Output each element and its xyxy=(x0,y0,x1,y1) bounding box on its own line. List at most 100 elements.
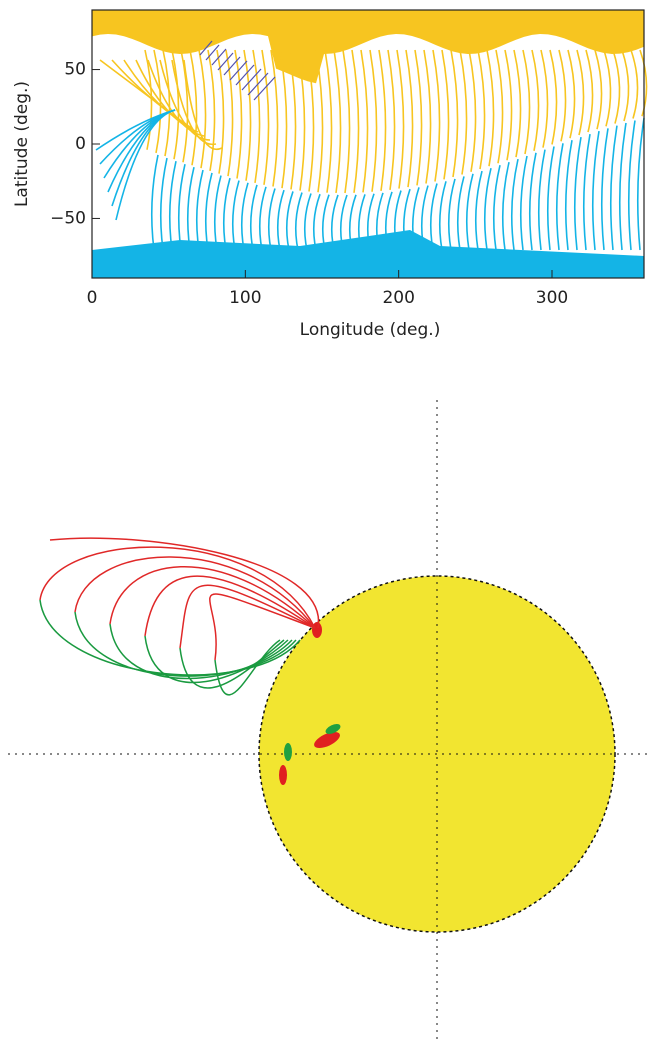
y-tick-label: −50 xyxy=(50,208,86,228)
x-tick-label: 100 xyxy=(229,288,261,308)
active-region xyxy=(284,743,292,761)
field-line xyxy=(505,50,512,160)
field-line xyxy=(260,187,266,250)
field-line xyxy=(208,50,215,171)
field-line xyxy=(361,50,368,192)
field-line xyxy=(503,162,509,250)
field-line xyxy=(233,181,239,250)
field-line xyxy=(431,184,437,250)
field-line xyxy=(161,158,167,250)
field-line xyxy=(613,50,620,124)
field-line xyxy=(152,155,158,250)
field-line xyxy=(343,50,350,193)
field-line xyxy=(530,153,536,250)
field-line xyxy=(242,183,248,250)
field-line xyxy=(199,50,206,168)
field-line xyxy=(602,128,608,250)
field-line xyxy=(442,50,449,179)
field-line xyxy=(433,50,440,182)
field-line xyxy=(485,168,491,250)
field-line xyxy=(593,131,599,250)
field-line xyxy=(622,50,629,121)
x-tick-label: 300 xyxy=(536,288,568,308)
field-line xyxy=(278,190,284,250)
active-region xyxy=(279,765,287,785)
field-line xyxy=(269,189,275,250)
field-line xyxy=(514,50,521,157)
field-line xyxy=(415,50,422,185)
y-tick-label: 50 xyxy=(64,60,86,80)
field-line xyxy=(568,50,575,138)
field-line xyxy=(179,164,185,250)
field-line xyxy=(235,50,242,179)
field-line xyxy=(539,150,545,250)
field-line xyxy=(559,50,566,141)
field-line xyxy=(314,194,320,250)
field-line xyxy=(523,50,530,154)
field-line xyxy=(469,50,476,172)
coronal-loop xyxy=(75,612,296,676)
field-line xyxy=(224,178,230,250)
field-line xyxy=(496,50,503,163)
field-line xyxy=(296,193,302,250)
field-line xyxy=(458,176,464,250)
field-line xyxy=(566,140,572,250)
field-line xyxy=(190,50,197,165)
y-tick-label: 0 xyxy=(75,134,86,154)
field-line xyxy=(532,50,539,151)
field-line xyxy=(512,159,518,250)
field-line xyxy=(323,195,329,250)
field-line xyxy=(604,50,611,126)
field-line xyxy=(631,50,638,119)
field-line xyxy=(548,146,554,250)
field-line xyxy=(577,50,584,135)
field-line xyxy=(325,50,332,193)
field-line xyxy=(460,50,467,174)
coronal-loop xyxy=(40,547,315,628)
field-line xyxy=(541,50,548,148)
field-line xyxy=(271,50,278,187)
field-line xyxy=(217,50,224,174)
field-line xyxy=(449,179,455,250)
field-line xyxy=(188,167,194,250)
field-line xyxy=(550,50,557,144)
field-line xyxy=(388,50,395,190)
field-line xyxy=(397,50,404,189)
field-line xyxy=(467,174,473,250)
solar-disk-view xyxy=(8,400,648,1040)
field-line xyxy=(640,50,647,116)
field-line xyxy=(557,143,563,250)
field-line xyxy=(100,110,175,164)
field-line xyxy=(611,126,617,250)
field-line xyxy=(629,121,635,250)
field-line xyxy=(370,50,377,192)
field-line xyxy=(440,181,446,250)
field-line xyxy=(586,50,593,132)
field-line xyxy=(476,171,482,250)
field-line xyxy=(575,137,581,250)
coronal-loop xyxy=(180,640,284,688)
coronal-loop xyxy=(180,585,315,648)
x-tick-label: 200 xyxy=(382,288,414,308)
field-line xyxy=(595,50,602,129)
x-tick-label: 0 xyxy=(87,288,98,308)
field-line xyxy=(334,50,341,193)
field-line xyxy=(305,193,311,250)
field-line xyxy=(287,191,293,250)
figure: 0100200300−50050 Latitude (deg.) Longitu… xyxy=(0,0,648,1040)
field-line xyxy=(451,50,458,177)
field-line xyxy=(352,50,359,193)
field-line xyxy=(478,50,485,169)
field-line xyxy=(170,161,176,250)
field-line xyxy=(406,50,413,187)
field-line xyxy=(206,173,212,250)
field-line xyxy=(424,50,431,184)
field-line xyxy=(521,156,527,250)
field-line xyxy=(620,123,626,250)
synoptic-map: 0 100 200 300 −50 0 50 xyxy=(50,10,646,308)
field-line xyxy=(494,165,500,250)
x-axis-label: Longitude (deg.) xyxy=(300,320,441,340)
field-line xyxy=(197,170,203,250)
field-line xyxy=(215,176,221,250)
field-line xyxy=(253,50,260,183)
